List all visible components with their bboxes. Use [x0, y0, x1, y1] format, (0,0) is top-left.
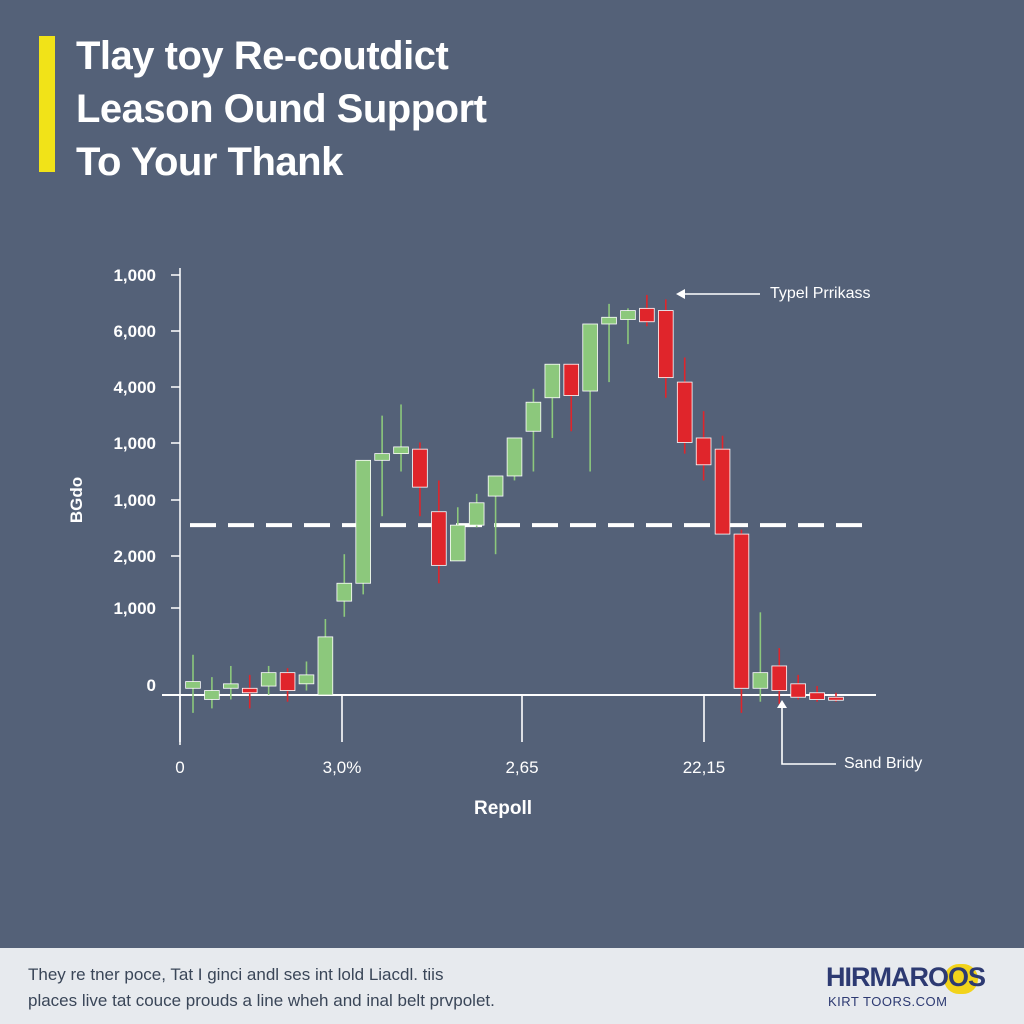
candle-up [204, 690, 220, 700]
candle-up [393, 446, 409, 455]
chart-axes [162, 268, 876, 745]
title-line-1: Tlay toy Re-coutdict [76, 34, 449, 78]
candle-up [506, 437, 523, 477]
candle-up [449, 524, 466, 562]
candles-group [185, 294, 844, 713]
candle-up [336, 582, 353, 602]
y-tick-label: 2,000 [113, 547, 156, 566]
title-line-3: To Your Thank [76, 140, 343, 184]
y-tick-label: 1,000 [113, 266, 156, 285]
support-annotation-label: Typel Prrikass [770, 285, 870, 302]
logo-badge [944, 964, 978, 994]
candle-down [733, 533, 750, 689]
candle-up [223, 683, 239, 689]
y-tick-label: 1,000 [113, 491, 156, 510]
candle-down [828, 696, 844, 701]
y-tick-label: 6,000 [113, 322, 156, 341]
candle-up [374, 453, 390, 461]
candle-down [771, 665, 788, 691]
page-title: Tlay toy Re-coutdict Leason Ound Support… [76, 30, 487, 189]
candle-up [620, 310, 636, 320]
logo-subtitle: KIRT TOORS.COM [828, 994, 948, 1009]
x-tick-label: 22,15 [683, 758, 726, 777]
title-line-2: Leason Ound Support [76, 87, 487, 131]
candle-up [544, 363, 561, 399]
candle-up [601, 316, 617, 325]
x-axis-label: Repoll [474, 798, 532, 819]
candle-up [468, 502, 485, 526]
candle-up [317, 636, 334, 696]
candle-up [487, 475, 504, 497]
candle-down [809, 692, 825, 700]
candle-down [412, 448, 428, 488]
y-tick-label: 1,000 [113, 434, 156, 453]
footer-line-2: places live tat couce prouds a line wheh… [28, 991, 495, 1010]
candle-down [714, 448, 731, 535]
candle-down [658, 310, 674, 379]
candle-down [563, 363, 580, 396]
y-tick-label: 0 [147, 676, 156, 695]
x-tick-label: 3,0% [323, 758, 362, 777]
candle-down [790, 683, 806, 698]
y-tick-labels: 1,000 6,000 4,000 1,000 1,000 2,000 1,000 0 [113, 266, 156, 695]
candle-up [185, 681, 201, 689]
logo-wordmark: HIRMAROOS [826, 962, 986, 992]
footer-text: They re tner poce, Tat I ginci andl ses … [28, 962, 728, 1014]
y-tick-label: 1,000 [113, 599, 156, 618]
brand-logo: HIRMAROOS KIRT TOORS.COM [826, 962, 1006, 1012]
candle-up [355, 459, 371, 584]
bottom-annotation-label: Sand Bridy [844, 755, 922, 772]
y-axis-label: BGdo [67, 477, 86, 523]
bottom-annotation-connector [781, 704, 836, 765]
candle-up [298, 674, 315, 685]
x-tick-label: 0 [175, 758, 184, 777]
candle-up [260, 672, 277, 687]
x-tick-label: 2,65 [505, 758, 538, 777]
candle-up [582, 323, 598, 392]
candle-down [639, 307, 655, 323]
x-tick-labels: 0 3,0% 2,65 22,15 [175, 758, 725, 777]
candle-down [676, 381, 693, 443]
accent-bar [39, 36, 55, 172]
candle-down [431, 511, 447, 566]
candle-up [752, 672, 769, 689]
support-annotation-arrowhead [676, 289, 685, 299]
bottom-annotation-arrowhead [777, 700, 787, 708]
candle-down [279, 672, 296, 691]
candle-down [241, 687, 258, 694]
y-tick-label: 4,000 [113, 378, 156, 397]
candle-up [525, 401, 542, 432]
footer: They re tner poce, Tat I ginci andl ses … [0, 948, 1024, 1024]
candle-down [695, 437, 712, 466]
footer-line-1: They re tner poce, Tat I ginci andl ses … [28, 965, 444, 984]
candlestick-chart: 1,000 6,000 4,000 1,000 1,000 2,000 1,000 0 0 3,… [67, 266, 922, 819]
